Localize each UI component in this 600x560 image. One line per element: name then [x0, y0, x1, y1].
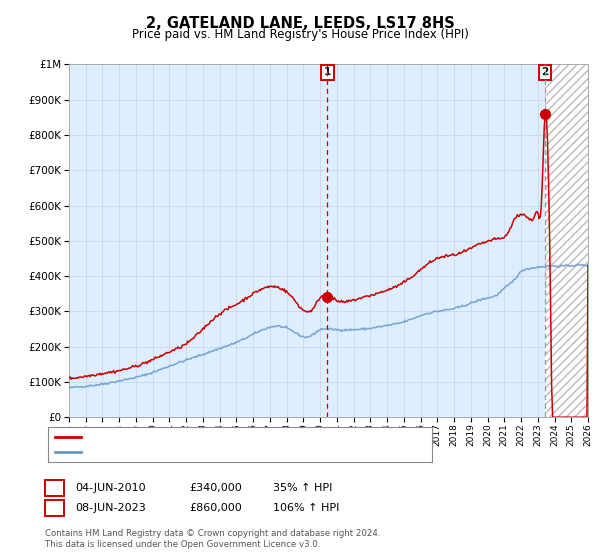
- Text: 35% ↑ HPI: 35% ↑ HPI: [273, 483, 332, 493]
- Text: 2: 2: [542, 67, 549, 77]
- Text: 2, GATELAND LANE, LEEDS, LS17 8HS: 2, GATELAND LANE, LEEDS, LS17 8HS: [146, 16, 454, 31]
- Text: Price paid vs. HM Land Registry's House Price Index (HPI): Price paid vs. HM Land Registry's House …: [131, 28, 469, 41]
- Text: 2: 2: [51, 503, 58, 513]
- Text: 04-JUN-2010: 04-JUN-2010: [75, 483, 146, 493]
- Text: 2, GATELAND LANE, LEEDS, LS17 8HS (detached house): 2, GATELAND LANE, LEEDS, LS17 8HS (detac…: [85, 432, 377, 442]
- Text: £340,000: £340,000: [189, 483, 242, 493]
- Bar: [545, 64, 588, 417]
- Text: 1: 1: [51, 483, 58, 493]
- Text: 08-JUN-2023: 08-JUN-2023: [75, 503, 146, 513]
- Text: 1: 1: [324, 67, 331, 77]
- Text: 106% ↑ HPI: 106% ↑ HPI: [273, 503, 340, 513]
- Text: £860,000: £860,000: [189, 503, 242, 513]
- Text: HPI: Average price, detached house, Leeds: HPI: Average price, detached house, Leed…: [85, 447, 308, 458]
- Text: Contains HM Land Registry data © Crown copyright and database right 2024.
This d: Contains HM Land Registry data © Crown c…: [45, 529, 380, 549]
